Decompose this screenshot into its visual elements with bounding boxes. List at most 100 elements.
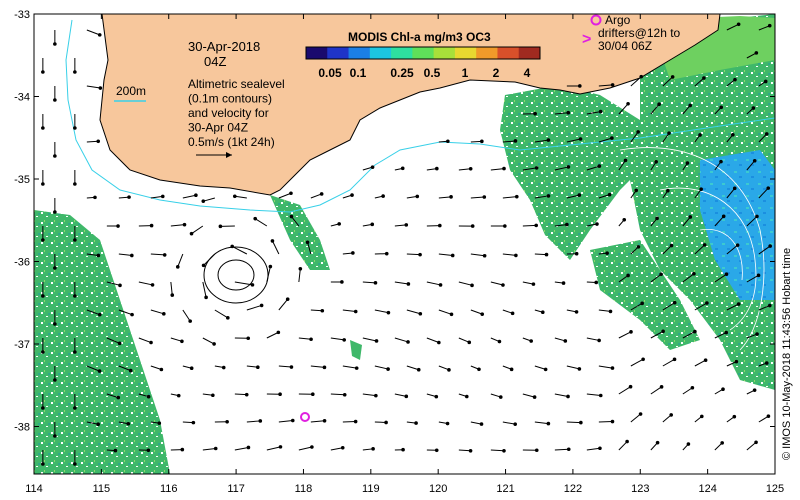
- velocity-arrow: [234, 281, 253, 286]
- velocity-arrow: [86, 85, 101, 89]
- drifter-legend-date: 30/04 06Z: [598, 39, 652, 53]
- velocity-arrow-head: [404, 394, 409, 399]
- velocity-arrow-head: [386, 310, 391, 315]
- velocity-arrow-head: [464, 394, 469, 399]
- velocity-arrow-head: [667, 131, 671, 135]
- velocity-arrow-head: [226, 316, 230, 320]
- velocity-arrow-head: [534, 166, 539, 170]
- velocity-arrow: [438, 309, 452, 315]
- velocity-arrow: [598, 84, 613, 87]
- velocity-arrow: [86, 253, 99, 256]
- colorbar-tick-label: 1: [462, 66, 469, 80]
- velocity-arrow-head: [160, 194, 165, 199]
- velocity-arrow-head: [96, 422, 100, 427]
- velocity-arrow-head: [116, 224, 120, 228]
- velocity-arrow-head: [477, 367, 481, 372]
- velocity-arrow-head: [204, 295, 208, 300]
- velocity-arrow-head: [73, 350, 77, 354]
- velocity-arrow-head: [445, 421, 450, 426]
- velocity-arrow-head: [212, 342, 216, 346]
- velocity-arrow-head: [290, 418, 295, 423]
- velocity-arrow-head: [639, 74, 644, 79]
- velocity-arrow-head: [374, 339, 379, 343]
- velocity-arrow-head: [736, 302, 741, 306]
- velocity-arrow: [470, 196, 485, 199]
- velocity-arrow: [746, 216, 758, 227]
- velocity-arrow: [182, 194, 196, 199]
- land-australia: [99, 14, 721, 196]
- velocity-arrow: [394, 337, 409, 343]
- colorbar-swatch: [497, 47, 520, 59]
- velocity-arrow-head: [766, 414, 771, 419]
- velocity-arrow-head: [438, 283, 443, 287]
- velocity-arrow-head: [543, 367, 548, 372]
- velocity-arrow-head: [546, 421, 551, 426]
- velocity-arrow-head: [766, 186, 771, 190]
- velocity-arrow: [182, 309, 191, 322]
- velocity-arrow-head: [53, 322, 57, 326]
- x-tick-label: 118: [295, 483, 313, 495]
- velocity-arrow: [714, 273, 727, 283]
- velocity-arrow: [694, 302, 708, 311]
- colorbar-swatch: [433, 47, 456, 59]
- velocity-arrow: [618, 160, 626, 171]
- velocity-arrow-head: [244, 392, 249, 397]
- velocity-arrow: [554, 112, 569, 115]
- velocity-arrow: [118, 309, 133, 316]
- velocity-arrow-head: [146, 394, 151, 399]
- y-tick-label: -37: [14, 339, 30, 351]
- velocity-arrow-head: [449, 195, 453, 199]
- colorbar-tick-label: 0.25: [390, 66, 414, 80]
- velocity-arrow-head: [384, 420, 388, 425]
- velocity-arrow-head: [698, 133, 702, 137]
- velocity-arrow: [746, 160, 756, 171]
- velocity-arrow: [362, 337, 377, 342]
- velocity-arrow: [170, 224, 185, 227]
- velocity-arrow: [234, 446, 249, 451]
- colorbar-tick-label: 4: [524, 66, 531, 80]
- velocity-arrow: [266, 446, 281, 451]
- velocity-arrow-head: [73, 406, 77, 410]
- velocity-arrow: [502, 421, 516, 425]
- velocity-arrow-head: [688, 215, 693, 219]
- velocity-arrow: [554, 224, 567, 227]
- velocity-arrow-head: [41, 462, 45, 466]
- velocity-arrow-head: [93, 195, 97, 200]
- velocity-arrow: [278, 365, 292, 368]
- velocity-arrow: [458, 168, 471, 171]
- y-tick-label: -34: [14, 92, 30, 104]
- velocity-arrow-head: [73, 70, 77, 74]
- velocity-arrow-head: [434, 448, 439, 453]
- velocity-arrow: [106, 337, 120, 344]
- x-tick-label: 114: [25, 483, 43, 495]
- velocity-arrow-head: [655, 216, 659, 221]
- velocity-arrow: [490, 168, 505, 171]
- velocity-arrow: [726, 187, 736, 199]
- velocity-arrow-head: [578, 137, 583, 141]
- x-tick-label: 119: [362, 483, 380, 495]
- velocity-arrow-head: [406, 340, 410, 344]
- velocity-arrow-head: [640, 301, 644, 306]
- velocity-arrow: [746, 441, 757, 451]
- velocity-arrow: [650, 103, 660, 115]
- velocity-arrow-head: [595, 222, 599, 226]
- velocity-arrow: [374, 309, 389, 314]
- velocity-arrow: [618, 386, 631, 395]
- velocity-arrow: [330, 393, 345, 396]
- velocity-arrow-head: [435, 166, 439, 171]
- y-tick-label: -36: [14, 257, 30, 269]
- velocity-arrow: [662, 358, 675, 367]
- velocity-arrow-head: [598, 446, 602, 451]
- y-axis: -33 -34 -35 -36 -37 -38: [14, 9, 775, 434]
- velocity-arrow-head: [246, 445, 251, 450]
- x-tick-label: 125: [766, 483, 784, 495]
- velocity-arrow-head: [309, 337, 313, 342]
- velocity-arrow-head: [561, 281, 566, 285]
- velocity-arrow-head: [598, 393, 603, 398]
- velocity-arrow-head: [721, 387, 725, 392]
- velocity-arrow: [254, 218, 268, 227]
- velocity-arrow-head: [514, 194, 519, 199]
- velocity-arrow: [470, 309, 483, 315]
- colorbar-swatch: [412, 47, 435, 59]
